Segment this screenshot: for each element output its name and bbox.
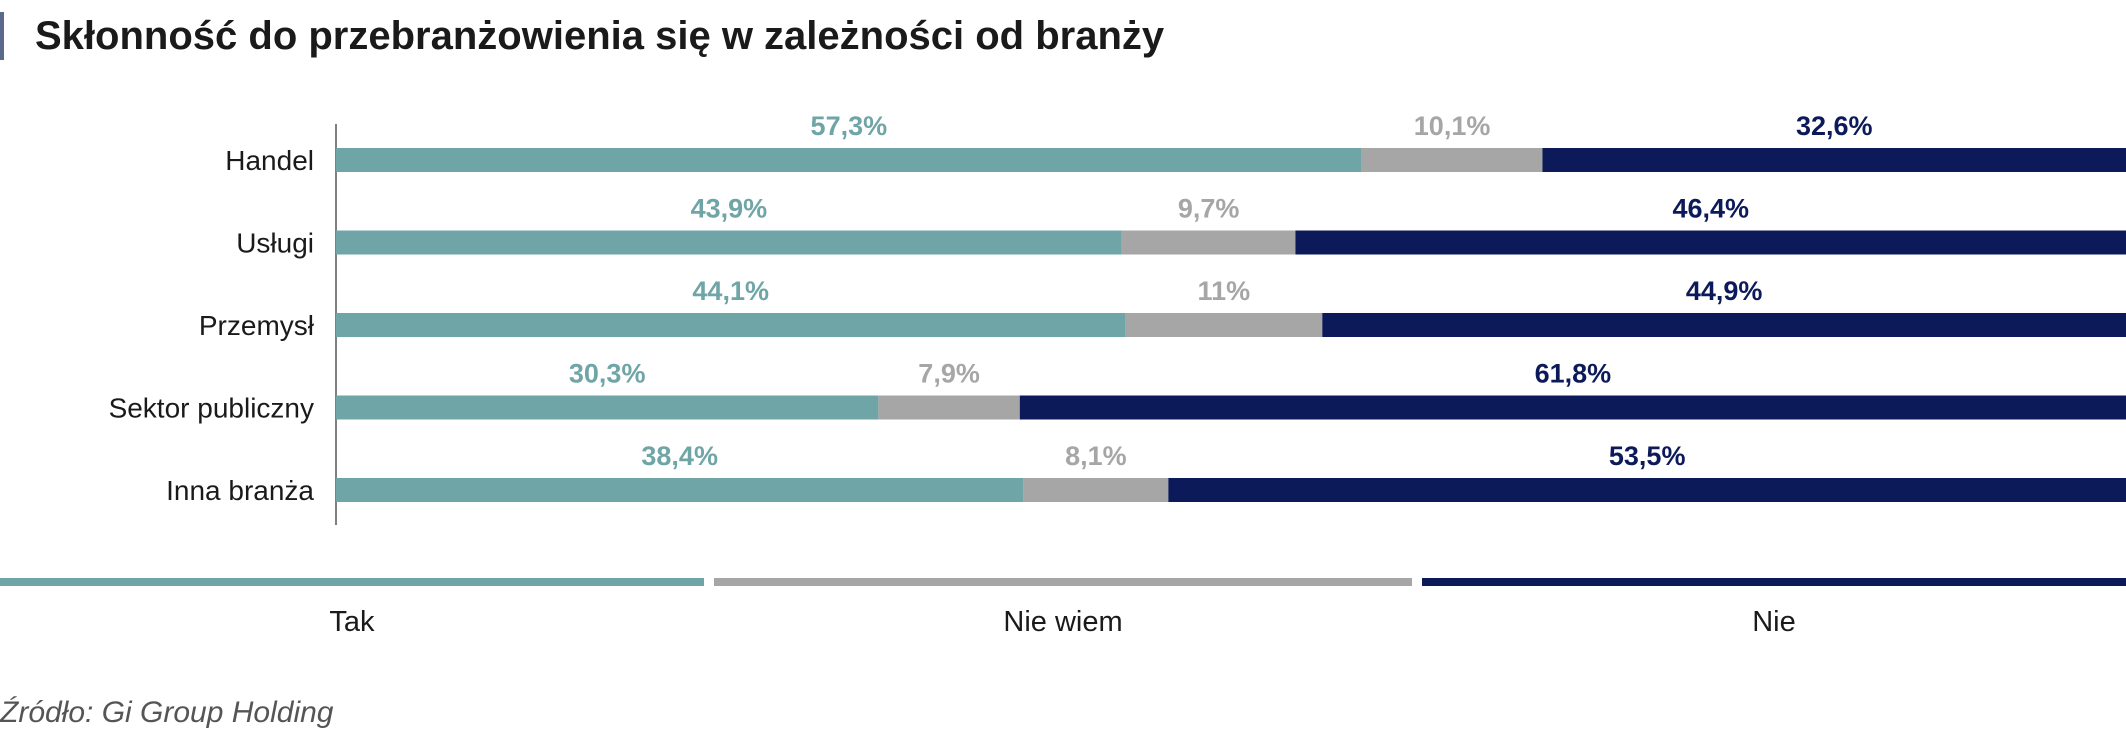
bar-nie-wiem	[1121, 230, 1296, 255]
bar-nie-wiem	[878, 395, 1020, 420]
bar-tak	[336, 313, 1126, 337]
legend-label-nie: Nie	[1752, 606, 1796, 638]
category-label: Handel	[225, 145, 314, 176]
bar-nie-wiem	[1125, 313, 1323, 337]
title-accent-bar	[0, 12, 4, 60]
data-label-nie-wiem: 8,1%	[1065, 441, 1127, 471]
bar-tak	[336, 395, 879, 420]
legend-line-tak	[0, 578, 704, 586]
bar-tak	[336, 148, 1362, 172]
data-label-nie: 61,8%	[1535, 359, 1612, 389]
data-label-nie-wiem: 7,9%	[918, 359, 980, 389]
bar-tak	[336, 230, 1122, 255]
bar-nie-wiem	[1023, 478, 1169, 502]
data-label-tak: 43,9%	[691, 194, 768, 224]
category-label: Sektor publiczny	[109, 393, 314, 424]
data-label-nie: 46,4%	[1672, 194, 1749, 224]
data-label-nie-wiem: 11%	[1198, 276, 1251, 306]
bar-nie	[1295, 230, 2126, 255]
bar-nie	[1542, 148, 2126, 172]
category-label: Przemysł	[199, 310, 315, 341]
legend-line-nie-wiem	[714, 578, 1412, 586]
data-label-tak: 57,3%	[811, 111, 888, 141]
data-label-nie-wiem: 9,7%	[1178, 194, 1240, 224]
chart-title: Skłonność do przebranżowienia się w zale…	[35, 14, 1165, 58]
bar-nie-wiem	[1361, 148, 1543, 172]
data-label-tak: 44,1%	[692, 276, 769, 306]
data-label-tak: 30,3%	[569, 359, 646, 389]
bar-nie	[1322, 313, 2126, 337]
category-label: Usługi	[236, 228, 314, 259]
category-label: Inna branża	[166, 475, 314, 506]
stacked-bar-chart: Handel 57,3% 10,1% 32,6% Usługi 43,9% 9,7% 46,4…	[109, 111, 2126, 525]
bar-nie	[1019, 395, 2126, 420]
data-label-tak: 38,4%	[641, 441, 718, 471]
data-label-nie: 53,5%	[1609, 441, 1686, 471]
data-label-nie-wiem: 10,1%	[1414, 111, 1491, 141]
legend-label-nie-wiem: Nie wiem	[1003, 606, 1123, 638]
data-label-nie: 44,9%	[1686, 276, 1763, 306]
source-note: Źródło: Gi Group Holding	[0, 696, 334, 729]
legend-label-tak: Tak	[329, 606, 375, 638]
bar-nie	[1168, 478, 2126, 502]
legend-line-nie	[1422, 578, 2126, 586]
data-label-nie: 32,6%	[1796, 111, 1873, 141]
bar-tak	[336, 478, 1024, 502]
